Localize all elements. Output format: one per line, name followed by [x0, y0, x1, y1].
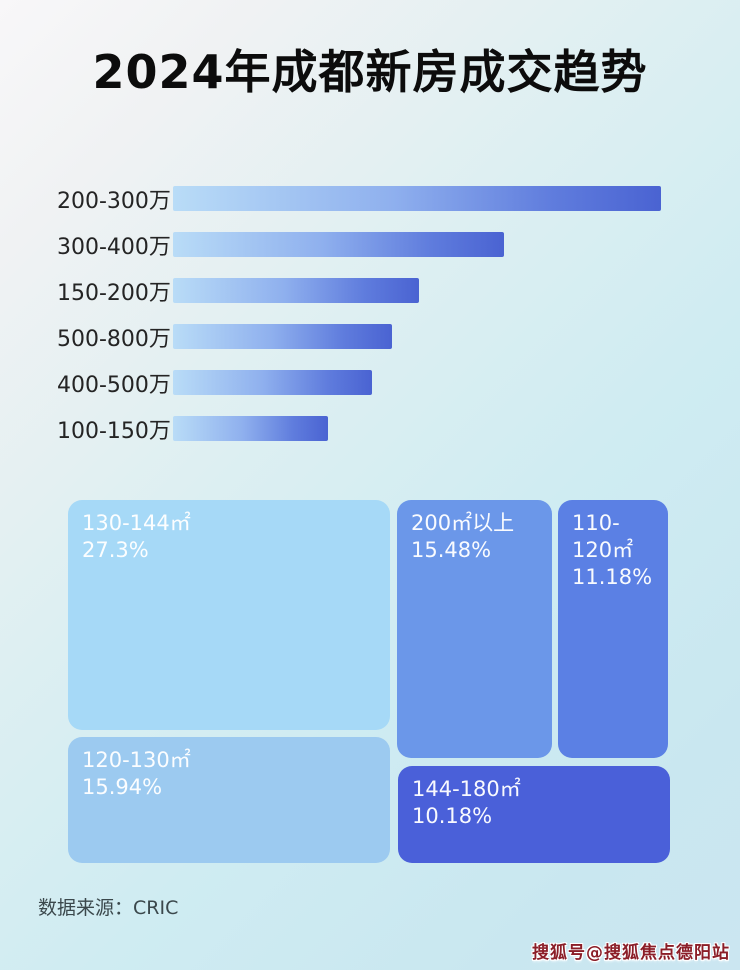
bar-300-400 — [173, 232, 504, 257]
data-source-label: 数据来源：CRIC — [38, 897, 179, 919]
sohu-watermark: 搜狐号@搜狐焦点德阳站 — [532, 943, 730, 963]
area-share-treemap: 130-144㎡ 27.3% 120-130㎡ 15.94% 200㎡以上 15… — [65, 497, 670, 865]
bar-400-500 — [173, 370, 372, 395]
treemap-block-110-120: 110-120㎡ 11.18% — [558, 500, 668, 758]
bar-row: 400-500万 — [0, 370, 740, 398]
bar-row: 200-300万 — [0, 186, 740, 214]
bar-label: 100-150万 — [57, 418, 171, 444]
bar-row: 100-150万 — [0, 416, 740, 444]
block-value: 27.3% — [82, 537, 149, 562]
bar-label: 200-300万 — [57, 188, 171, 214]
bar-100-150 — [173, 416, 328, 441]
bar-label: 400-500万 — [57, 372, 171, 398]
block-label: 144-180㎡ — [412, 777, 521, 801]
bar-500-800 — [173, 324, 392, 349]
bar-row: 150-200万 — [0, 278, 740, 306]
block-value: 15.48% — [411, 537, 492, 562]
bar-label: 500-800万 — [57, 326, 171, 352]
block-label: 130-144㎡ — [82, 511, 191, 535]
bar-label: 300-400万 — [57, 234, 171, 260]
block-label: 110-120㎡ — [572, 511, 634, 562]
page-title: 2024年成都新房成交趋势 — [92, 45, 648, 99]
block-label: 120-130㎡ — [82, 748, 191, 772]
bar-label: 150-200万 — [57, 280, 171, 306]
block-value: 11.18% — [572, 564, 653, 589]
bar-row: 300-400万 — [0, 232, 740, 260]
treemap-block-144-180: 144-180㎡ 10.18% — [398, 766, 670, 863]
block-value: 15.94% — [82, 774, 163, 799]
bar-200-300 — [173, 186, 661, 211]
treemap-block-120-130: 120-130㎡ 15.94% — [68, 737, 390, 863]
block-label: 200㎡以上 — [411, 511, 515, 535]
bar-row: 500-800万 — [0, 324, 740, 352]
bar-150-200 — [173, 278, 419, 303]
treemap-block-200-plus: 200㎡以上 15.48% — [397, 500, 552, 758]
block-value: 10.18% — [412, 803, 493, 828]
treemap-block-130-144: 130-144㎡ 27.3% — [68, 500, 390, 730]
price-range-bar-chart: 200-300万 300-400万 150-200万 500-800万 400-… — [0, 186, 740, 444]
